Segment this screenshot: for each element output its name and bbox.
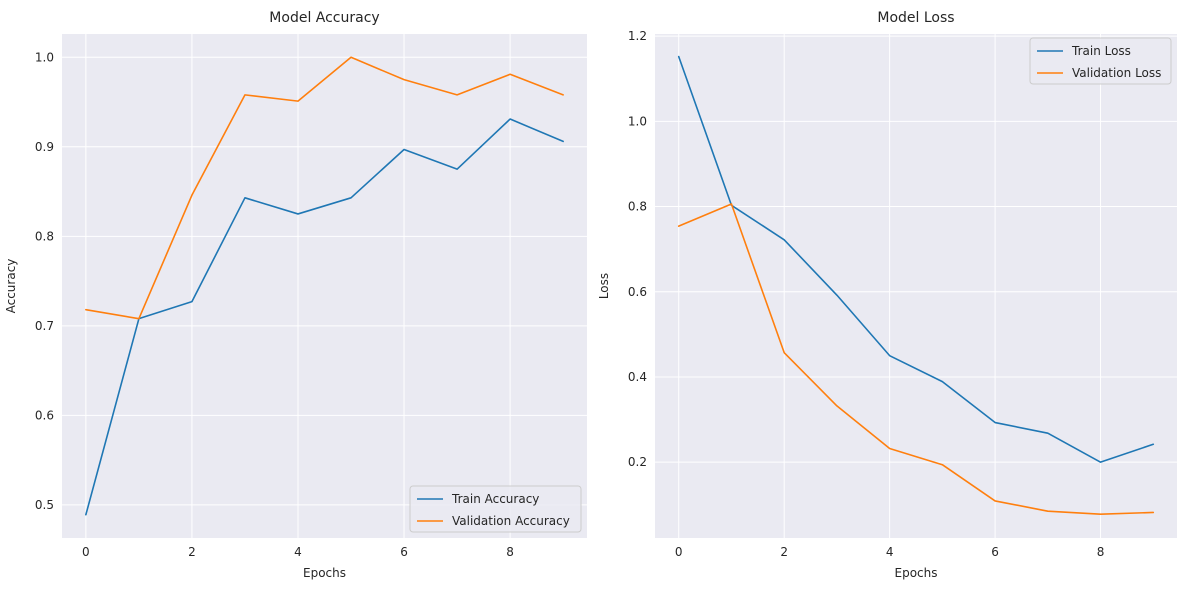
accuracy-y-tick-labels: 0.5 0.6 0.7 0.8 0.9 1.0: [35, 50, 54, 512]
accuracy-x-tick-label: 6: [400, 545, 408, 559]
loss-y-tick-label: 0.6: [628, 285, 647, 299]
accuracy-legend-label: Train Accuracy: [451, 492, 539, 506]
accuracy-y-tick-label: 0.9: [35, 140, 54, 154]
accuracy-chart-title: Model Accuracy: [269, 10, 379, 26]
loss-x-tick-label: 2: [780, 545, 788, 559]
loss-plot-area: [655, 34, 1177, 538]
accuracy-y-tick-label: 0.5: [35, 498, 54, 512]
accuracy-legend: Train Accuracy Validation Accuracy: [409, 485, 582, 533]
accuracy-plot-area: [62, 34, 587, 538]
loss-x-tick-labels: 0 2 4 6 8: [675, 545, 1104, 559]
loss-series-lines: [677, 55, 1155, 515]
loss-x-tick-label: 0: [675, 545, 683, 559]
accuracy-series-line: [85, 118, 564, 516]
accuracy-legend-box: [409, 485, 582, 533]
loss-chart-title: Model Loss: [877, 10, 954, 26]
loss-x-tick-label: 8: [1097, 545, 1105, 559]
accuracy-x-tick-label: 8: [506, 545, 514, 559]
accuracy-series-line: [85, 56, 564, 320]
loss-gridlines: [655, 34, 1177, 538]
loss-legend-box: [1029, 37, 1172, 85]
accuracy-y-tick-label: 0.7: [35, 319, 54, 333]
accuracy-x-tick-label: 0: [82, 545, 90, 559]
loss-chart: 0 2 4 6 8 0.2 0.4 0.6 0.8 1.0 1.2 Model Loss Epoc…: [597, 10, 1177, 580]
loss-y-tick-label: 0.8: [628, 200, 647, 214]
accuracy-series-lines: [85, 56, 564, 516]
accuracy-y-axis-label: Accuracy: [4, 259, 18, 314]
loss-x-tick-label: 6: [991, 545, 999, 559]
loss-y-axis-label: Loss: [597, 273, 611, 299]
accuracy-y-tick-label: 1.0: [35, 50, 54, 64]
accuracy-gridlines: [62, 34, 587, 538]
loss-y-tick-label: 0.2: [628, 455, 647, 469]
loss-x-axis-label: Epochs: [895, 566, 938, 580]
loss-y-tick-label: 1.2: [628, 29, 647, 43]
loss-legend-label: Train Loss: [1071, 44, 1131, 58]
accuracy-x-tick-label: 2: [188, 545, 196, 559]
loss-y-tick-label: 0.4: [628, 370, 647, 384]
loss-series-line: [677, 55, 1155, 463]
accuracy-legend-label: Validation Accuracy: [452, 514, 570, 528]
accuracy-x-axis-label: Epochs: [303, 566, 346, 580]
loss-legend: Train Loss Validation Loss: [1029, 37, 1172, 85]
loss-series-line: [677, 203, 1155, 515]
accuracy-x-tick-labels: 0 2 4 6 8: [82, 545, 514, 559]
accuracy-x-tick-label: 4: [294, 545, 302, 559]
loss-y-tick-labels: 0.2 0.4 0.6 0.8 1.0 1.2: [628, 29, 647, 469]
accuracy-y-tick-label: 0.8: [35, 229, 54, 243]
loss-y-tick-label: 1.0: [628, 114, 647, 128]
loss-x-tick-label: 4: [886, 545, 894, 559]
loss-legend-label: Validation Loss: [1072, 66, 1161, 80]
accuracy-y-tick-label: 0.6: [35, 408, 54, 422]
